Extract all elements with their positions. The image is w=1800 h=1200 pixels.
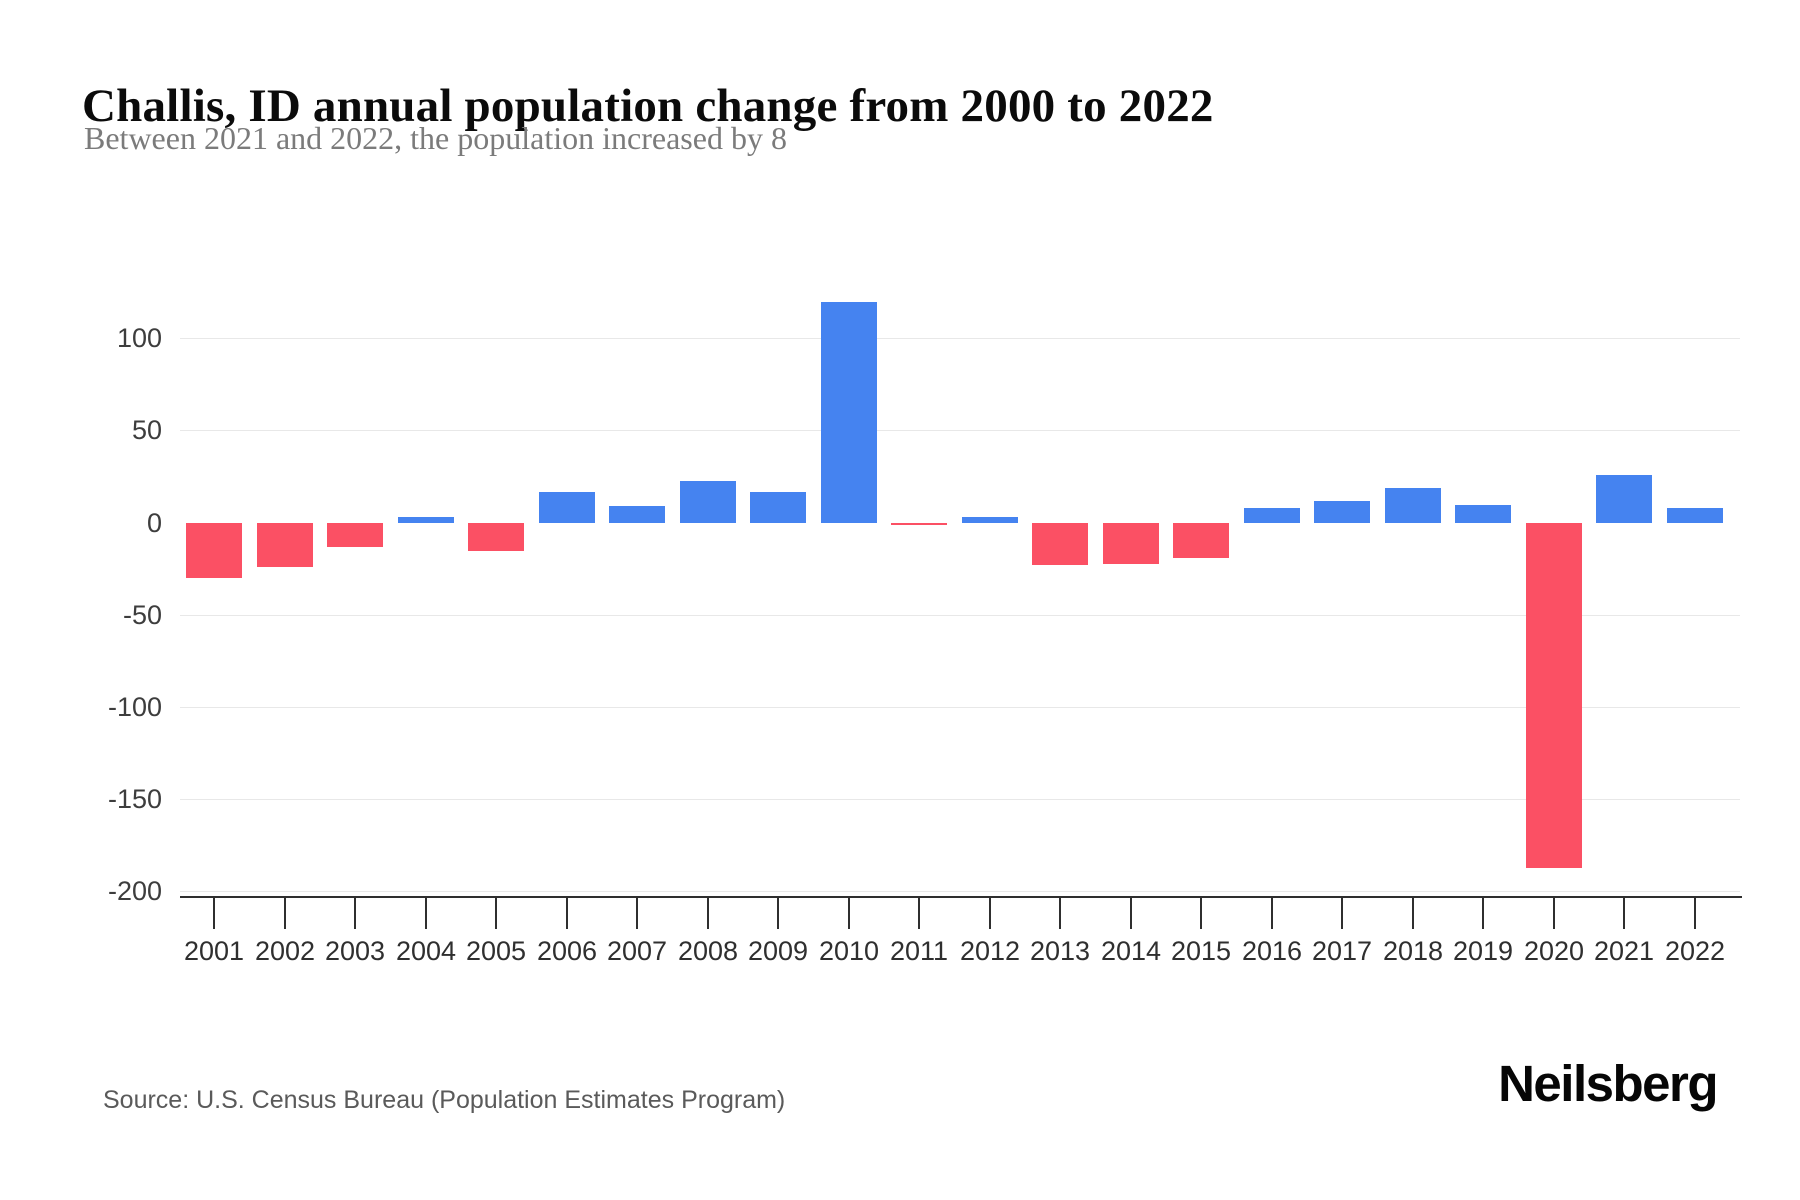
bar-2016[interactable]: [1244, 508, 1300, 523]
x-tick-2009: [777, 898, 779, 929]
chart-title: Challis, ID annual population change fro…: [82, 80, 1214, 133]
y-axis-label-0: 0: [146, 508, 162, 538]
x-axis-label-2019: 2019: [1452, 936, 1514, 966]
x-axis-label-2018: 2018: [1382, 936, 1444, 966]
x-axis-label-2015: 2015: [1170, 936, 1232, 966]
x-axis-label-2017: 2017: [1311, 936, 1373, 966]
y-axis-label--50: -50: [122, 600, 162, 630]
y-axis-label-50: 50: [131, 415, 162, 445]
x-axis-label-2021: 2021: [1593, 936, 1655, 966]
x-axis-label-2011: 2011: [889, 936, 949, 966]
x-tick-2001: [213, 898, 215, 929]
y-axis-label--200: -200: [107, 876, 162, 906]
x-axis-line: [180, 896, 1742, 898]
bar-2005[interactable]: [468, 523, 524, 551]
x-tick-2020: [1553, 898, 1555, 929]
x-tick-2008: [707, 898, 709, 929]
x-axis-label-2020: 2020: [1523, 936, 1585, 966]
x-tick-2021: [1623, 898, 1625, 929]
y-axis-label--100: -100: [107, 692, 162, 722]
bar-2019[interactable]: [1455, 505, 1511, 523]
y-axis-label--150: -150: [107, 784, 162, 814]
neilsberg-logo: Neilsberg: [1498, 1055, 1718, 1112]
bar-2022[interactable]: [1667, 508, 1723, 523]
bar-2009[interactable]: [750, 492, 806, 523]
bar-2020[interactable]: [1526, 523, 1582, 868]
x-axis-label-2008: 2008: [677, 936, 739, 966]
x-tick-2007: [636, 898, 638, 929]
x-axis-label-2001: 2001: [183, 936, 245, 966]
x-axis-label-2014: 2014: [1100, 936, 1162, 966]
x-axis-label-2016: 2016: [1241, 936, 1303, 966]
x-axis-label-2007: 2007: [606, 936, 668, 966]
gridline-100: [180, 338, 1740, 339]
gridline-50: [180, 430, 1740, 431]
bar-2018[interactable]: [1385, 488, 1441, 523]
bar-2013[interactable]: [1032, 523, 1088, 565]
x-tick-2013: [1059, 898, 1061, 929]
bar-2006[interactable]: [539, 492, 595, 523]
bar-2021[interactable]: [1596, 475, 1652, 523]
x-axis-label-2010: 2010: [818, 936, 880, 966]
x-tick-2018: [1412, 898, 1414, 929]
x-tick-2014: [1130, 898, 1132, 929]
x-axis-label-2002: 2002: [254, 936, 316, 966]
x-tick-2017: [1341, 898, 1343, 929]
bar-2001[interactable]: [186, 523, 242, 578]
bar-2012[interactable]: [962, 517, 1018, 523]
gridline--100: [180, 707, 1740, 708]
y-axis-label-100: 100: [116, 323, 162, 353]
bar-2015[interactable]: [1173, 523, 1229, 558]
gridline--50: [180, 615, 1740, 616]
bar-2010[interactable]: [821, 302, 877, 523]
x-axis-label-2009: 2009: [747, 936, 809, 966]
x-tick-2003: [354, 898, 356, 929]
x-tick-2004: [425, 898, 427, 929]
bar-2008[interactable]: [680, 481, 736, 523]
x-tick-2015: [1200, 898, 1202, 929]
bar-2004[interactable]: [398, 517, 454, 523]
x-axis-label-2003: 2003: [324, 936, 386, 966]
bar-chart-plot-area: [180, 270, 1740, 897]
chart-subtitle: Between 2021 and 2022, the population in…: [84, 120, 787, 156]
x-tick-2019: [1482, 898, 1484, 929]
x-tick-2010: [848, 898, 850, 929]
bar-2002[interactable]: [257, 523, 313, 567]
x-axis-label-2004: 2004: [395, 936, 457, 966]
x-tick-2022: [1694, 898, 1696, 929]
bar-2007[interactable]: [609, 506, 665, 523]
bar-2017[interactable]: [1314, 501, 1370, 523]
gridline--150: [180, 799, 1740, 800]
x-tick-2006: [566, 898, 568, 929]
x-tick-2016: [1271, 898, 1273, 929]
x-axis-label-2022: 2022: [1664, 936, 1726, 966]
x-tick-2011: [918, 898, 920, 929]
bar-2003[interactable]: [327, 523, 383, 547]
x-axis-label-2006: 2006: [536, 936, 598, 966]
gridline--200: [180, 891, 1740, 892]
x-tick-2005: [495, 898, 497, 929]
x-tick-2012: [989, 898, 991, 929]
x-tick-2002: [284, 898, 286, 929]
bar-2014[interactable]: [1103, 523, 1159, 564]
x-axis-label-2013: 2013: [1029, 936, 1091, 966]
x-axis-label-2005: 2005: [465, 936, 527, 966]
source-note: Source: U.S. Census Bureau (Population E…: [103, 1086, 786, 1114]
bar-2011[interactable]: [891, 523, 947, 525]
x-axis-label-2012: 2012: [959, 936, 1021, 966]
